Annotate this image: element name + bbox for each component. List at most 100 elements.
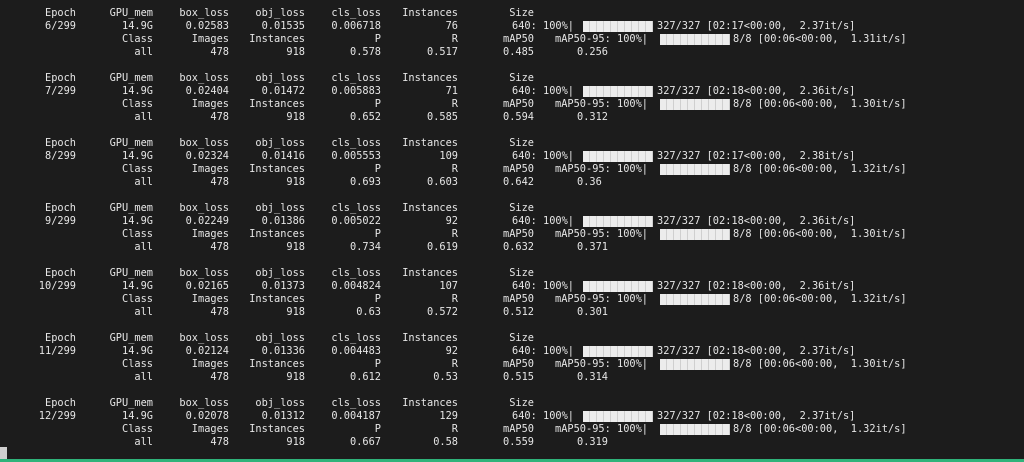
class-value: all [134, 176, 153, 188]
val-instances-label: Instances [249, 423, 305, 435]
class-label: Class [122, 293, 153, 305]
val-progress-bar [660, 229, 730, 240]
instances-value: 92 [445, 215, 458, 227]
map50-value: 0.512 [503, 306, 534, 318]
class-value: all [134, 436, 153, 448]
train-progress-stats: 327/327 [02:18<00:00, 2.36it/s] [657, 280, 856, 292]
map50-label: mAP50 [503, 423, 534, 435]
instances-label: Instances [402, 267, 458, 279]
precision-label: P [374, 293, 381, 305]
class-value: all [134, 306, 153, 318]
precision-value: 0.652 [350, 111, 381, 123]
map50-95-prefix: mAP50-95: 100%| [555, 358, 648, 370]
val-instances-label: Instances [249, 358, 305, 370]
val-values-row: all 478 918 0.63 0.572 0.512 0.301 [0, 306, 1024, 319]
val-instances-value: 918 [286, 241, 305, 253]
map50-95-value: 0.301 [577, 306, 608, 318]
val-progress-stats: 8/8 [00:06<00:00, 1.32it/s] [733, 423, 907, 435]
val-values-row: all 478 918 0.693 0.603 0.642 0.36 [0, 176, 1024, 189]
train-progress-bar [583, 346, 653, 357]
val-progress-bar [660, 359, 730, 370]
val-progress-stats: 8/8 [00:06<00:00, 1.32it/s] [733, 163, 907, 175]
epoch-block: Epoch GPU_mem box_loss obj_loss cls_loss Inst… [0, 267, 1024, 319]
train-header-row: Epoch GPU_mem box_loss obj_loss cls_loss Inst… [0, 332, 1024, 345]
cls-loss-label: cls_loss [331, 397, 381, 409]
map50-95-value: 0.371 [577, 241, 608, 253]
size-label: Size [509, 267, 534, 279]
obj-loss-label: obj_loss [255, 72, 305, 84]
images-value: 478 [210, 306, 229, 318]
precision-value: 0.612 [350, 371, 381, 383]
epoch-value: 10/299 [38, 280, 76, 292]
recall-value: 0.585 [427, 111, 458, 123]
gpu-mem-value: 14.9G [122, 280, 153, 292]
recall-label: R [451, 98, 458, 110]
box-loss-value: 0.02165 [185, 280, 229, 292]
images-label: Images [191, 98, 229, 110]
val-values-row: all 478 918 0.667 0.58 0.559 0.319 [0, 436, 1024, 449]
box-loss-value: 0.02078 [185, 410, 229, 422]
map50-label: mAP50 [503, 33, 534, 45]
cls-loss-label: cls_loss [331, 202, 381, 214]
cls-loss-value: 0.004483 [331, 345, 381, 357]
box-loss-label: box_loss [179, 72, 229, 84]
size-label: Size [509, 7, 534, 19]
recall-label: R [451, 358, 458, 370]
map50-95-value: 0.319 [577, 436, 608, 448]
epoch-block: Epoch GPU_mem box_loss obj_loss cls_loss Inst… [0, 7, 1024, 59]
images-label: Images [191, 163, 229, 175]
val-progress-stats: 8/8 [00:06<00:00, 1.30it/s] [733, 228, 907, 240]
map50-label: mAP50 [503, 293, 534, 305]
val-instances-value: 918 [286, 111, 305, 123]
images-value: 478 [210, 436, 229, 448]
size-label: Size [509, 332, 534, 344]
train-values-row: 6/299 14.9G 0.02583 0.01535 0.006718 76 640: 1… [0, 20, 1024, 33]
box-loss-value: 0.02324 [185, 150, 229, 162]
cls-loss-label: cls_loss [331, 137, 381, 149]
box-loss-label: box_loss [179, 202, 229, 214]
train-progress-prefix: 640: 100%| [512, 345, 574, 357]
class-label: Class [122, 98, 153, 110]
map50-95-value: 0.312 [577, 111, 608, 123]
val-instances-label: Instances [249, 33, 305, 45]
train-progress-stats: 327/327 [02:17<00:00, 2.38it/s] [657, 150, 856, 162]
precision-label: P [374, 98, 381, 110]
instances-value: 92 [445, 345, 458, 357]
class-value: all [134, 371, 153, 383]
map50-95-prefix: mAP50-95: 100%| [555, 163, 648, 175]
precision-label: P [374, 228, 381, 240]
obj-loss-label: obj_loss [255, 137, 305, 149]
map50-95-prefix: mAP50-95: 100%| [555, 98, 648, 110]
epoch-label: Epoch [45, 202, 76, 214]
map50-label: mAP50 [503, 98, 534, 110]
recall-value: 0.619 [427, 241, 458, 253]
train-values-row: 12/299 14.9G 0.02078 0.01312 0.004187 129 640:… [0, 410, 1024, 423]
val-instances-label: Instances [249, 228, 305, 240]
recall-label: R [451, 228, 458, 240]
size-label: Size [509, 137, 534, 149]
map50-value: 0.642 [503, 176, 534, 188]
box-loss-value: 0.02249 [185, 215, 229, 227]
precision-value: 0.63 [356, 306, 381, 318]
precision-value: 0.734 [350, 241, 381, 253]
cls-loss-label: cls_loss [331, 72, 381, 84]
instances-label: Instances [402, 202, 458, 214]
train-progress-stats: 327/327 [02:17<00:00, 2.37it/s] [657, 20, 856, 32]
cls-loss-label: cls_loss [331, 7, 381, 19]
epoch-block: Epoch GPU_mem box_loss obj_loss cls_loss Inst… [0, 137, 1024, 189]
gpu-mem-label: GPU_mem [109, 202, 153, 214]
gpu-mem-value: 14.9G [122, 85, 153, 97]
epoch-block: Epoch GPU_mem box_loss obj_loss cls_loss Inst… [0, 72, 1024, 124]
epoch-label: Epoch [45, 7, 76, 19]
epoch-value: 12/299 [38, 410, 76, 422]
obj-loss-label: obj_loss [255, 332, 305, 344]
train-values-row: 10/299 14.9G 0.02165 0.01373 0.004824 107 640:… [0, 280, 1024, 293]
train-progress-prefix: 640: 100%| [512, 150, 574, 162]
train-header-row: Epoch GPU_mem box_loss obj_loss cls_loss Inst… [0, 7, 1024, 20]
epoch-label: Epoch [45, 267, 76, 279]
val-values-row: all 478 918 0.652 0.585 0.594 0.312 [0, 111, 1024, 124]
